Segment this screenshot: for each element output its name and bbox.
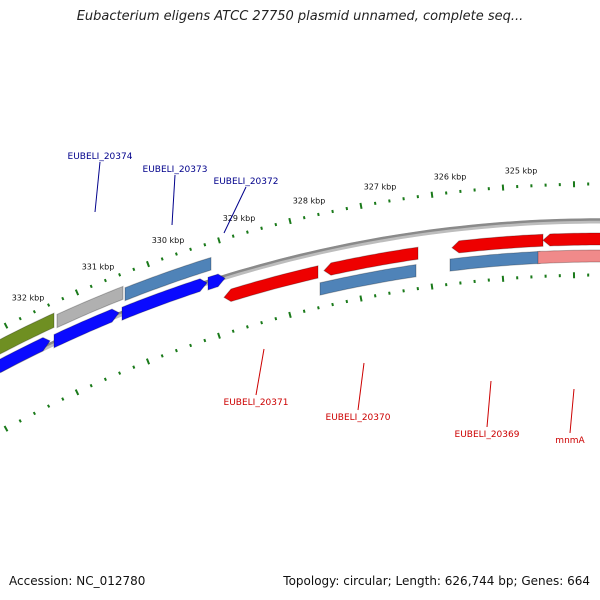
scale-tick [317, 212, 320, 217]
cds-forward [121, 278, 208, 321]
gene-leader-line [171, 174, 176, 226]
accession-label: Accession: NC_012780 [9, 574, 146, 588]
feature-pseudo [56, 285, 124, 329]
scale-tick [203, 243, 207, 247]
inner-tick [118, 371, 122, 375]
scale-tick [246, 230, 249, 234]
inner-tick [89, 383, 93, 388]
scale-tick [103, 278, 107, 283]
scale-tick [331, 209, 334, 214]
gene-leader-line [94, 161, 101, 213]
scale-tick [302, 215, 306, 220]
scale-tick [89, 284, 93, 289]
scale-tick-label: 332 kbp [12, 293, 45, 302]
scale-tick-label: 328 kbp [293, 196, 326, 205]
scale-tick [430, 191, 434, 198]
cds-forward [0, 337, 51, 374]
gene-label: EUBELI_20373 [143, 165, 208, 175]
gene-label: mnmA [555, 436, 585, 446]
inner-tick [302, 309, 306, 313]
scale-tick [359, 202, 363, 210]
scale-tick [74, 289, 80, 296]
scale-tick [160, 257, 164, 261]
gene-label: EUBELI_20370 [326, 413, 391, 423]
cds-reverse [223, 265, 319, 303]
cds-reverse [323, 246, 419, 276]
scale-tick [373, 201, 377, 205]
scale-tick [3, 322, 9, 329]
scale-tick-label: 326 kbp [434, 172, 467, 181]
scale-tick-label: 331 kbp [82, 262, 115, 271]
inner-tick [373, 294, 377, 298]
inner-tick [345, 299, 349, 304]
gene-leader-line [569, 388, 575, 434]
cds-reverse [451, 233, 544, 254]
scale-tick-label: 329 kbp [223, 214, 256, 223]
feature-olive [0, 312, 55, 355]
inner-tick [145, 358, 151, 365]
inner-tick [3, 425, 9, 432]
gene-label: EUBELI_20374 [68, 152, 133, 162]
feature-rna [449, 250, 541, 272]
cds-reverse [542, 232, 600, 247]
gene-leader-line [223, 186, 247, 234]
scale-tick [174, 252, 178, 256]
inner-tick [331, 302, 334, 307]
scale-tick [118, 273, 122, 277]
gene-leader-line [255, 348, 265, 396]
inner-tick [317, 306, 320, 310]
gene-label: EUBELI_20369 [455, 430, 520, 440]
inner-tick [388, 291, 391, 295]
inner-tick [217, 332, 221, 339]
scale-tick [217, 237, 221, 244]
inner-tick [174, 348, 178, 353]
cds-forward [207, 273, 226, 291]
inner-tick [74, 389, 80, 396]
inner-tick [103, 377, 107, 382]
inner-tick [260, 320, 263, 325]
inner-tick [231, 329, 235, 333]
inner-tick [274, 316, 278, 321]
inner-tick [61, 397, 65, 401]
inner-tick [132, 365, 136, 369]
inner-tick [359, 295, 363, 302]
inner-tick [18, 419, 22, 423]
inner-tick [430, 283, 434, 290]
scale-tick [345, 206, 349, 211]
genome-summary: Topology: circular; Length: 626,744 bp; … [283, 574, 590, 588]
scale-tick [288, 217, 292, 225]
feature-rna [319, 264, 417, 296]
inner-tick [246, 325, 249, 329]
inner-tick [160, 354, 164, 358]
scale-tick-label: 327 kbp [364, 182, 397, 191]
gene-label: EUBELI_20372 [214, 177, 279, 187]
scale-tick [260, 226, 263, 230]
inner-tick [288, 311, 292, 319]
scale-tick [274, 222, 278, 227]
gene-label: EUBELI_20371 [224, 398, 289, 408]
scale-tick [146, 260, 150, 268]
gene-leader-line [486, 380, 492, 428]
scale-tick-label: 325 kbp [505, 166, 538, 175]
inner-tick [47, 404, 51, 408]
inner-tick [189, 343, 193, 348]
cds-forward [53, 308, 120, 349]
scale-tick [18, 316, 22, 321]
scale-tick [189, 247, 193, 252]
feature-rna [124, 256, 212, 302]
feature-mnmA [537, 249, 600, 265]
scale-tick-label: 330 kbp [152, 236, 185, 245]
scale-tick [132, 267, 136, 272]
gene-leader-line [357, 362, 365, 411]
scale-tick [61, 296, 65, 301]
inner-tick [32, 411, 36, 416]
scale-tick [32, 309, 36, 314]
scale-tick [231, 234, 235, 238]
map-title: Eubacterium eligens ATCC 27750 plasmid u… [76, 9, 524, 24]
inner-tick [203, 338, 207, 343]
scale-tick [47, 303, 51, 307]
